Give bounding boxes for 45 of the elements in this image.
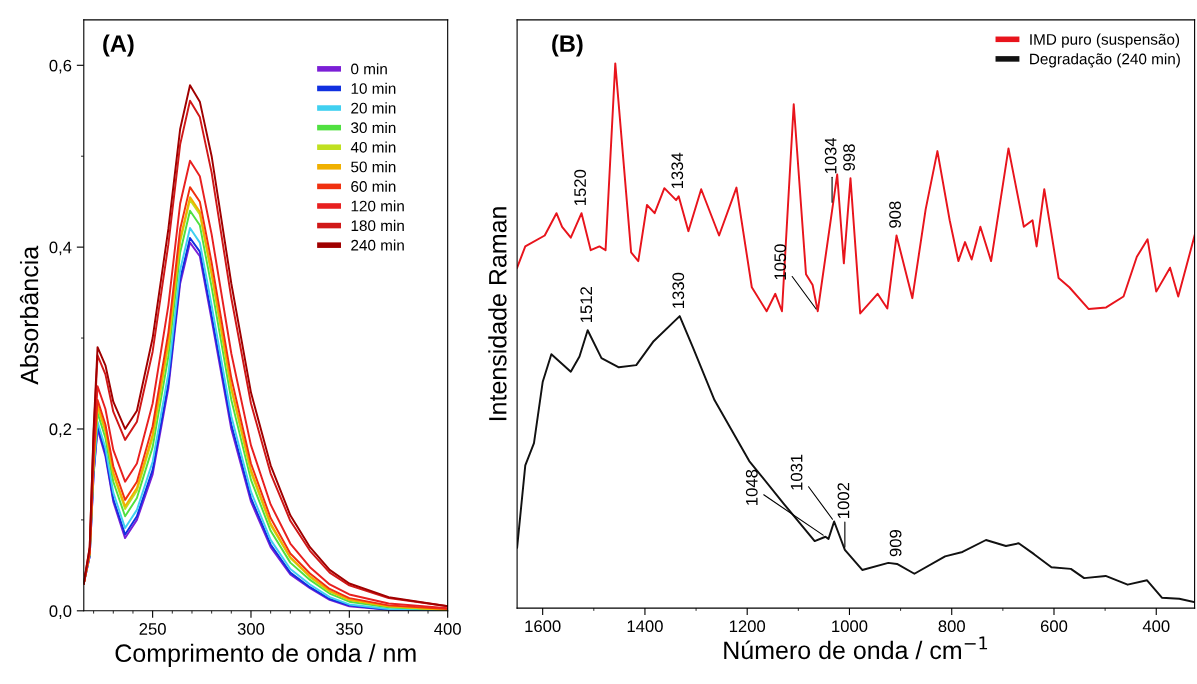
legend-label: 20 min xyxy=(351,102,396,114)
x-tick-label: 400 xyxy=(1142,620,1170,633)
legend-label: 180 min xyxy=(351,219,404,232)
legend-label: 240 min xyxy=(351,239,404,251)
x-tick-label: 1600 xyxy=(525,620,561,633)
x-axis-title: Número de onda / cm$^{−1}$ xyxy=(724,636,988,660)
annotation: 1512 xyxy=(580,287,593,323)
text: (B) xyxy=(552,34,583,57)
x-tick-label: 350 xyxy=(336,623,363,635)
legend-label: 30 min xyxy=(351,121,396,134)
legend-label: Degradação (240 min) xyxy=(1030,53,1180,68)
legend-label: 60 min xyxy=(351,180,396,192)
annotation: (A) xyxy=(103,34,134,57)
legend-label: 0 min xyxy=(351,63,387,75)
annotation: 1330 xyxy=(672,272,685,308)
y-tick-label: 0,0 xyxy=(49,605,72,619)
x-tick-label: 400 xyxy=(434,623,461,635)
y-tick-label: 0,4 xyxy=(49,241,72,256)
legend-label: 50 min xyxy=(351,161,396,173)
annotation: 1031 xyxy=(790,454,803,490)
annotation: 909 xyxy=(889,530,902,557)
x-tick-label: 1000 xyxy=(832,620,868,633)
legend-label: IMD puro (suspensão) xyxy=(1030,33,1180,48)
annotation: 1034 xyxy=(824,137,837,174)
annotation: 998 xyxy=(843,144,855,171)
x-tick-label: 300 xyxy=(237,623,265,635)
annotation: 1050 xyxy=(774,244,787,280)
y-axis-title: Absorbância xyxy=(19,245,39,385)
legend-label: 120 min xyxy=(351,200,404,212)
y-tick-label: 0,6 xyxy=(49,59,72,74)
x-tick-label: 1200 xyxy=(729,620,766,633)
annotation: 1520 xyxy=(574,169,586,205)
annotation: 1048 xyxy=(745,469,758,505)
x-axis-title: Comprimento de onda / nm xyxy=(115,643,416,668)
y-tick-label: 0,2 xyxy=(49,423,72,438)
x-tick-label: 800 xyxy=(938,620,965,633)
x-tick-label: 1400 xyxy=(627,620,663,633)
y-axis-title: Intensidade Raman xyxy=(488,207,507,421)
x-tick-label: 250 xyxy=(139,623,166,635)
x-tick-label: 600 xyxy=(1040,620,1068,633)
annotation: 1334 xyxy=(671,152,684,189)
annotation: 908 xyxy=(889,201,901,228)
annotation: 1002 xyxy=(837,483,850,518)
legend-label: 10 min xyxy=(351,82,396,94)
legend-label: 40 min xyxy=(350,141,396,153)
